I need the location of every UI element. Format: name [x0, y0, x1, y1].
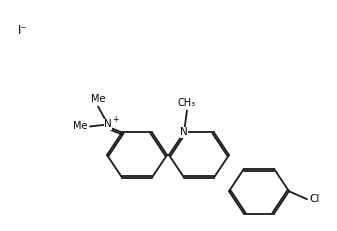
Text: +: + — [112, 115, 118, 124]
Text: Me: Me — [73, 122, 88, 131]
Text: I⁻: I⁻ — [18, 24, 28, 37]
Text: Me: Me — [91, 94, 105, 104]
Text: N: N — [180, 128, 188, 137]
Text: CH₃: CH₃ — [178, 98, 196, 109]
Text: N: N — [104, 119, 112, 130]
Text: Cl: Cl — [309, 194, 319, 204]
